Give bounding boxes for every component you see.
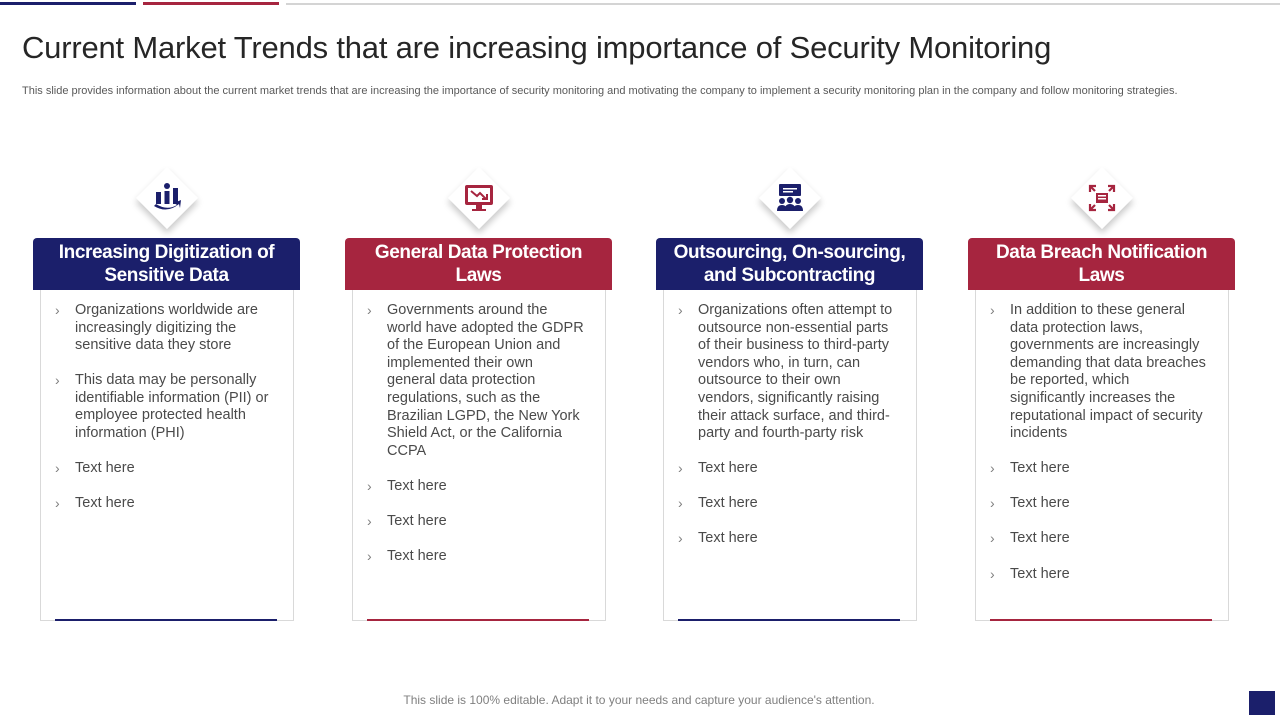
trend-card-digitization: Increasing Digitization of Sensitive Dat… [33, 166, 301, 622]
top-accent-bar-navy [0, 2, 136, 5]
chevron-right-icon: › [678, 460, 683, 477]
card-heading: Outsourcing, On-sourcing, and Subcontrac… [656, 238, 923, 290]
list-item: › Organizations worldwide are increasingl… [55, 302, 273, 355]
corner-square [1249, 691, 1275, 715]
top-accent-line [286, 3, 1280, 5]
list-item: › Text here [367, 548, 585, 566]
chevron-right-icon: › [55, 495, 60, 512]
list-item: › Text here [367, 478, 585, 496]
trend-card-breach-notification: Data Breach Notification Laws › In additi… [968, 166, 1236, 622]
bullet-text: Text here [698, 530, 758, 547]
list-item: › Text here [55, 460, 273, 478]
trend-card-outsourcing: Outsourcing, On-sourcing, and Subcontrac… [656, 166, 924, 622]
data-breach-icon [1082, 178, 1122, 218]
slide-title: Current Market Trends that are increasin… [22, 30, 1052, 65]
bullet-text: Organizations worldwide are increasingly… [75, 302, 258, 354]
list-item: › Organizations often attempt to outsourc… [678, 302, 896, 443]
chevron-right-icon: › [55, 302, 60, 318]
bullet-text: Text here [1010, 460, 1070, 477]
bullet-text: In addition to these general data protec… [1010, 302, 1206, 442]
bullet-text: Text here [387, 477, 447, 494]
bullet-text: Text here [698, 460, 758, 477]
monitor-downtrend-icon [459, 178, 499, 218]
chevron-right-icon: › [367, 512, 372, 529]
digitization-chart-icon [147, 178, 187, 218]
list-item: › This data may be personally identifiabl… [55, 372, 273, 442]
card-bottom-accent [990, 619, 1212, 621]
chevron-right-icon: › [990, 302, 995, 318]
team-presentation-icon [770, 178, 810, 218]
list-item: › Text here [55, 495, 273, 513]
chevron-right-icon: › [990, 495, 995, 512]
list-item: › Text here [678, 530, 896, 548]
card-body [40, 270, 294, 621]
card-bottom-accent [678, 619, 900, 621]
chevron-right-icon: › [678, 495, 683, 512]
bullet-text: Text here [1010, 530, 1070, 547]
bullet-text: Organizations often attempt to outsource… [698, 302, 893, 442]
chevron-right-icon: › [990, 460, 995, 477]
card-body [975, 270, 1229, 621]
bullet-text: Text here [75, 495, 135, 512]
card-bottom-accent [55, 619, 277, 621]
trend-card-data-protection: General Data Protection Laws › Government… [345, 166, 613, 622]
list-item: › Text here [990, 495, 1208, 513]
card-body [663, 270, 917, 621]
card-bullet-list: › Organizations often attempt to outsourc… [678, 302, 896, 566]
list-item: › Governments around the world have adopt… [367, 302, 585, 460]
card-body [352, 270, 606, 621]
card-heading: Increasing Digitization of Sensitive Dat… [33, 238, 300, 290]
bullet-text: Text here [1010, 495, 1070, 512]
list-item: › Text here [678, 495, 896, 513]
bullet-text: Text here [1010, 565, 1070, 582]
bullet-text: Text here [698, 495, 758, 512]
chevron-right-icon: › [990, 530, 995, 547]
bullet-text: Governments around the world have adopte… [387, 302, 584, 459]
chevron-right-icon: › [678, 302, 683, 318]
card-bullet-list: › In addition to these general data prote… [990, 302, 1208, 601]
card-heading: General Data Protection Laws [345, 238, 612, 290]
list-item: › Text here [367, 513, 585, 531]
slide-subtitle: This slide provides information about th… [22, 85, 1178, 97]
list-item: › Text here [990, 566, 1208, 584]
bullet-text: Text here [75, 460, 135, 477]
list-item: › Text here [990, 530, 1208, 548]
top-accent-bar-red [143, 2, 279, 5]
chevron-right-icon: › [55, 372, 60, 389]
list-item: › In addition to these general data prote… [990, 302, 1208, 443]
chevron-right-icon: › [990, 565, 995, 582]
bullet-text: Text here [387, 512, 447, 529]
card-bullet-list: › Governments around the world have adopt… [367, 302, 585, 583]
bullet-text: Text here [387, 548, 447, 565]
chevron-right-icon: › [367, 477, 372, 494]
card-bullet-list: › Organizations worldwide are increasingl… [55, 302, 273, 530]
chevron-right-icon: › [367, 548, 372, 565]
chevron-right-icon: › [55, 460, 60, 477]
footer-note: This slide is 100% editable. Adapt it to… [403, 693, 875, 707]
list-item: › Text here [990, 460, 1208, 478]
card-bottom-accent [367, 619, 589, 621]
list-item: › Text here [678, 460, 896, 478]
card-heading: Data Breach Notification Laws [968, 238, 1235, 290]
bullet-text: This data may be personally identifiable… [75, 372, 269, 442]
chevron-right-icon: › [678, 530, 683, 547]
chevron-right-icon: › [367, 302, 372, 318]
